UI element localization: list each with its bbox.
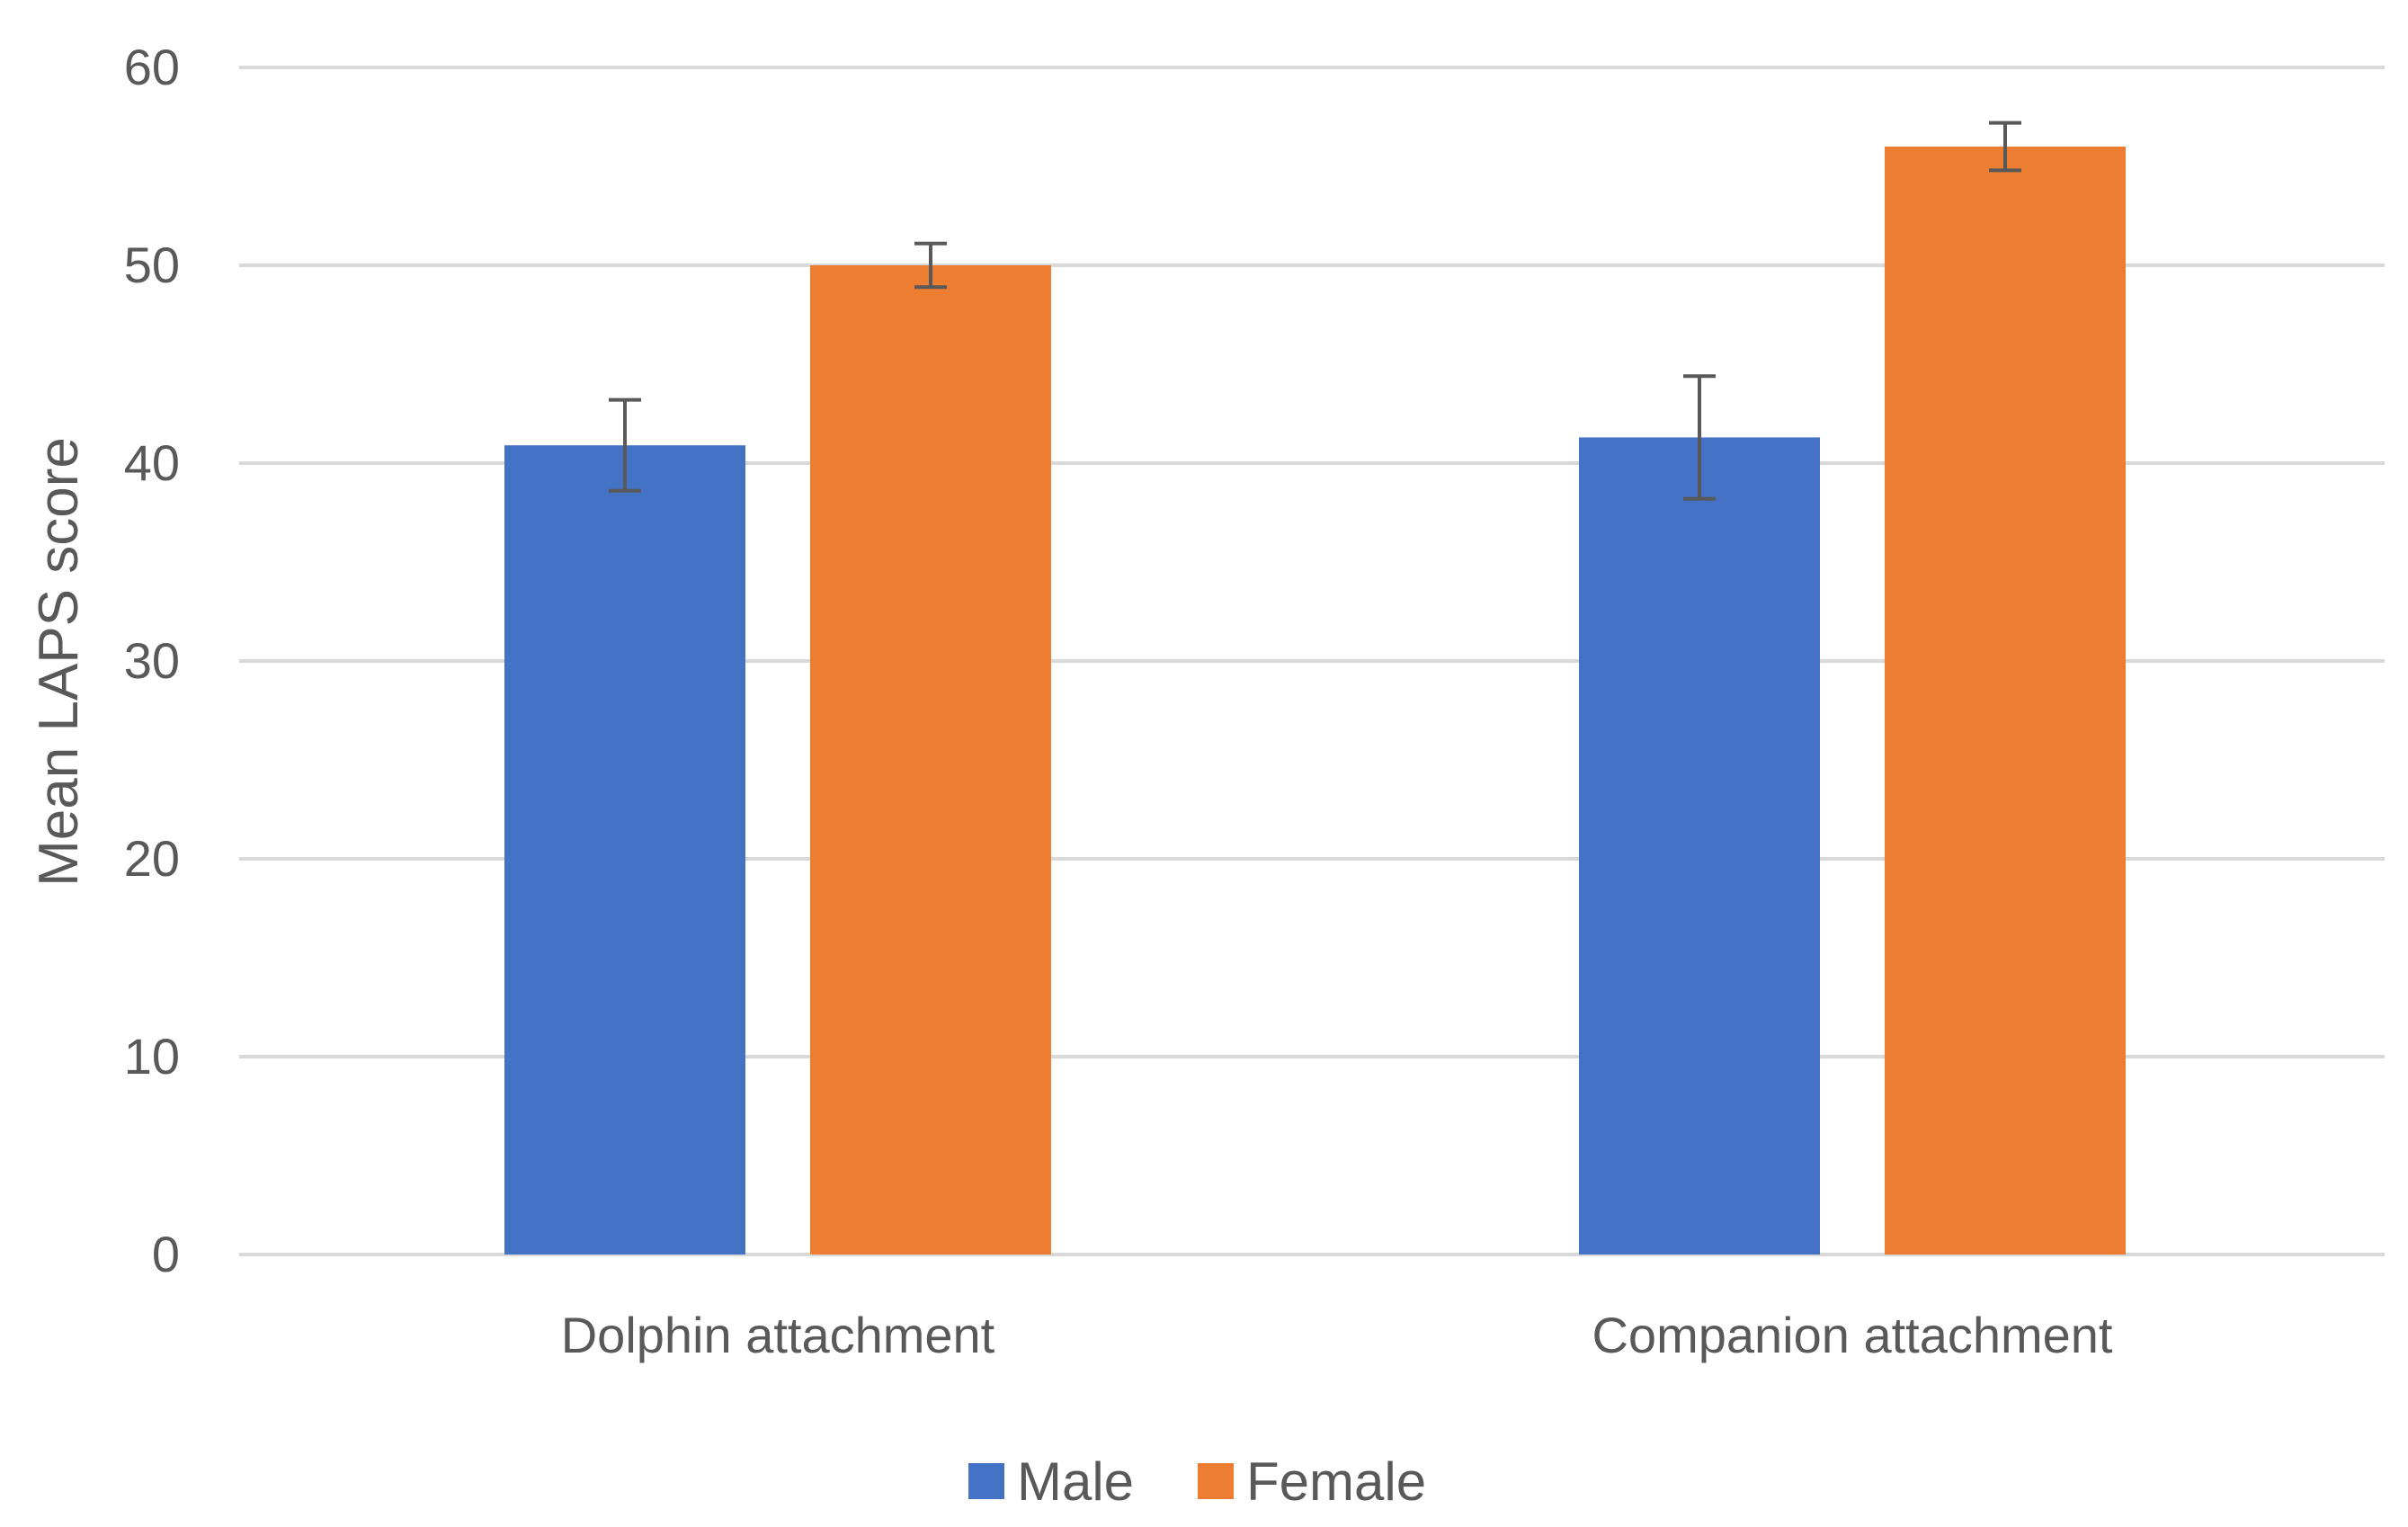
legend-label-female: Female bbox=[1246, 1451, 1426, 1512]
bar-female-dolphin bbox=[810, 265, 1051, 1255]
y-tick-label-20: 20 bbox=[124, 830, 180, 887]
legend-item-female: Female bbox=[1198, 1451, 1426, 1512]
bars bbox=[504, 147, 2126, 1255]
error-bar-male-companion bbox=[1683, 374, 1716, 501]
x-tick-label-companion: Companion attachment bbox=[1592, 1307, 2112, 1363]
legend-swatch-female bbox=[1198, 1463, 1234, 1499]
y-tick-label-10: 10 bbox=[124, 1028, 180, 1085]
bar-female-companion bbox=[1885, 147, 2126, 1255]
error-bar-male-dolphin bbox=[609, 397, 641, 493]
x-tick-label-dolphin: Dolphin attachment bbox=[561, 1307, 995, 1363]
y-tick-label-50: 50 bbox=[124, 237, 180, 293]
y-tick-label-30: 30 bbox=[124, 632, 180, 689]
error-bar-female-dolphin bbox=[914, 241, 947, 290]
error-bars bbox=[609, 121, 2021, 501]
bar-male-dolphin bbox=[504, 445, 745, 1255]
legend-swatch-male bbox=[968, 1463, 1004, 1499]
legend: Male Female bbox=[968, 1451, 1426, 1512]
y-tick-label-40: 40 bbox=[124, 434, 180, 491]
y-axis-title: Mean LAPS score bbox=[28, 437, 90, 887]
y-tick-label-60: 60 bbox=[124, 39, 180, 95]
y-tick-label-0: 0 bbox=[152, 1226, 180, 1282]
bar-male-companion bbox=[1579, 437, 1820, 1255]
y-axis-ticks: 0 10 20 30 40 50 60 bbox=[124, 39, 180, 1282]
legend-item-male: Male bbox=[968, 1451, 1134, 1512]
x-axis-ticks: Dolphin attachment Companion attachment bbox=[561, 1307, 2113, 1363]
error-bar-female-companion bbox=[1989, 121, 2021, 173]
legend-label-male: Male bbox=[1017, 1451, 1134, 1512]
